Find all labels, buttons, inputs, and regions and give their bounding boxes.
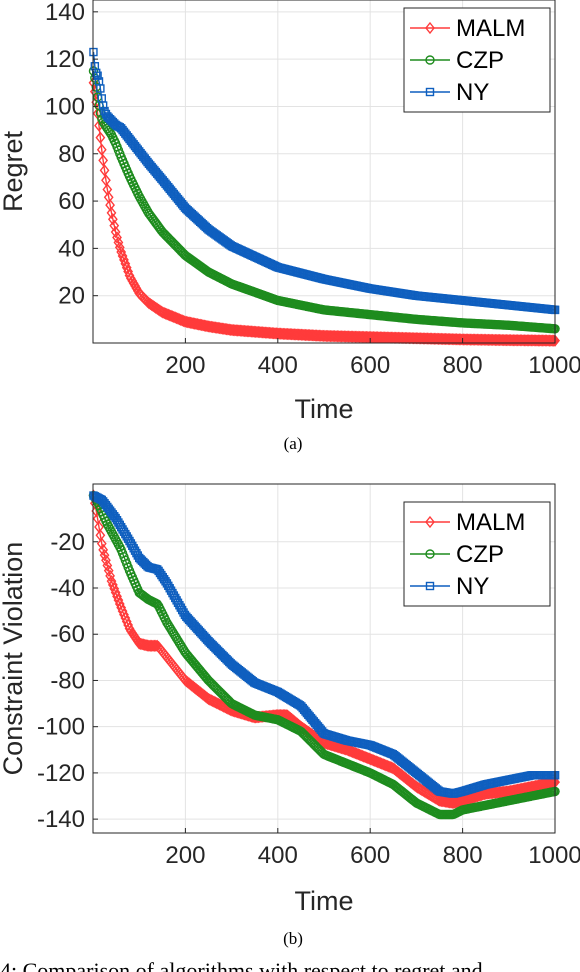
data-point	[95, 131, 106, 144]
x-tick-label: 400	[258, 352, 298, 379]
series-ny	[89, 47, 560, 315]
legend-label: NY	[456, 573, 489, 600]
data-point	[121, 261, 132, 274]
y-tick-label: 140	[45, 0, 85, 26]
data-point	[119, 253, 129, 266]
x-tick-label: 800	[443, 352, 483, 379]
caption-b: (b)	[283, 929, 303, 948]
data-point	[105, 128, 115, 138]
x-tick-label: 1000	[528, 352, 580, 379]
data-point	[120, 257, 131, 270]
y-tick-label: -60	[50, 621, 85, 648]
y-tick-label: 80	[58, 141, 85, 168]
y-tick-label: 120	[45, 46, 85, 73]
x-tick-label: 1000	[528, 842, 580, 869]
y-tick-label: 60	[58, 188, 85, 215]
data-point	[548, 334, 559, 347]
data-point	[96, 537, 107, 550]
data-point	[109, 219, 120, 232]
data-point	[112, 231, 122, 244]
legend-marker-square	[425, 581, 435, 591]
figure-footer-text: 4: Comparison of algorithms with respect…	[0, 958, 483, 972]
x-axis-label: Time	[295, 394, 354, 424]
data-point	[107, 213, 118, 226]
y-tick-label: 100	[45, 93, 85, 120]
data-point	[148, 639, 158, 652]
legend-label: CZP	[456, 541, 504, 568]
data-point	[96, 84, 105, 93]
axes-box	[92, 0, 556, 344]
y-tick-label: -20	[50, 529, 85, 556]
chart-constraint-violation: 200 400 600 800 1000 -20 -40 -60 -80 -100 -120 -140…	[0, 483, 580, 916]
y-axis-label: Regret	[0, 130, 28, 212]
x-tick-label: 600	[350, 352, 390, 379]
data-point	[98, 101, 108, 110]
legend: MALM CZP NY	[403, 501, 551, 607]
series-czp	[88, 66, 560, 334]
legend-marker-circle	[425, 549, 435, 559]
data-point	[103, 564, 114, 577]
x-tick-label: 200	[165, 352, 205, 379]
chart-regret: 200 400 600 800 1000 20 40 60 80 100 120 140 Time Reg…	[0, 0, 580, 424]
data-point	[98, 154, 109, 167]
x-tick-label: 600	[350, 842, 390, 869]
data-point	[99, 548, 110, 562]
data-point	[101, 554, 111, 567]
series-malm	[88, 489, 560, 809]
data-point	[545, 334, 556, 347]
legend-label: MALM	[456, 15, 525, 42]
data-point	[93, 71, 102, 80]
y-tick-label: -80	[50, 667, 85, 694]
x-tick-label: 800	[443, 842, 483, 869]
y-tick-label: 20	[58, 283, 85, 310]
legend-marker-diamond	[425, 515, 435, 529]
data-point	[117, 249, 128, 263]
y-axis-label: Constraint Violation	[0, 542, 28, 776]
legend-marker-square	[425, 87, 435, 97]
data-point	[94, 119, 104, 132]
legend-label: CZP	[456, 47, 504, 74]
x-tick-label: 200	[165, 842, 205, 869]
y-tick-label: -120	[37, 760, 85, 787]
data-point	[152, 599, 162, 609]
caption-a: (a)	[284, 434, 303, 453]
data-point	[102, 559, 113, 572]
x-axis-label: Time	[295, 886, 354, 916]
data-point	[550, 334, 560, 347]
data-point	[110, 225, 121, 239]
data-point	[96, 143, 107, 156]
series-czp	[88, 490, 560, 820]
data-point	[150, 639, 161, 652]
y-tick-label: -40	[50, 575, 85, 602]
legend: MALM CZP NY	[403, 7, 551, 113]
series-malm	[88, 76, 560, 347]
axes-box	[92, 483, 556, 834]
y-tick-label: -140	[37, 806, 85, 833]
data-point	[98, 543, 109, 556]
y-tick-label: 40	[58, 235, 85, 262]
data-point	[105, 569, 115, 582]
legend-marker-circle	[425, 55, 435, 65]
data-point	[116, 245, 127, 259]
series-ny	[89, 491, 560, 798]
legend-label: NY	[456, 79, 489, 106]
legend-marker-diamond	[425, 21, 435, 35]
data-point	[113, 236, 124, 249]
y-tick-label: -100	[37, 714, 85, 741]
data-point	[99, 164, 110, 177]
legend-label: MALM	[456, 509, 525, 536]
x-tick-label: 400	[258, 842, 298, 869]
data-point	[106, 206, 117, 220]
data-point	[114, 241, 125, 254]
